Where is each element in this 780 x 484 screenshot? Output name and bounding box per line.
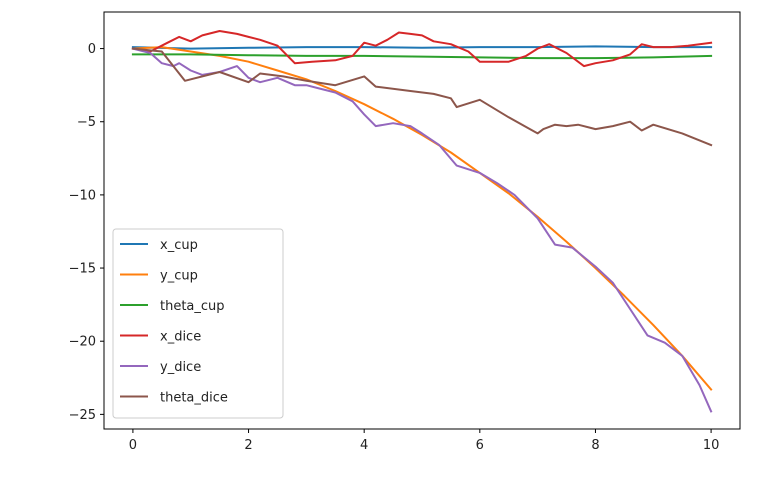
y-tick-label: −5 bbox=[77, 115, 96, 130]
legend-label-x-cup: x_cup bbox=[160, 238, 198, 253]
y-tick-label: −25 bbox=[69, 408, 96, 423]
x-tick-label: 4 bbox=[360, 438, 368, 453]
y-tick-label: −10 bbox=[69, 188, 96, 203]
y-tick-label: −15 bbox=[69, 262, 96, 277]
x-tick-label: 2 bbox=[244, 438, 252, 453]
x-tick-label: 0 bbox=[129, 438, 137, 453]
legend-label-theta-dice: theta_dice bbox=[160, 391, 228, 406]
series-line-x-cup bbox=[131, 45, 713, 50]
legend-box bbox=[112, 228, 284, 419]
plot-frame bbox=[103, 11, 741, 430]
legend-label-theta-cup: theta_cup bbox=[160, 299, 225, 314]
legend-label-x-dice: x_dice bbox=[160, 330, 201, 345]
legend-label-y-cup: y_cup bbox=[160, 269, 198, 284]
x-tick-label: 10 bbox=[703, 438, 720, 453]
y-tick-label: −20 bbox=[69, 335, 96, 350]
axes-layer: 0 2 4 6 8 10 0 −5 −10 −15 −20 −25 bbox=[69, 42, 720, 453]
legend-label-y-dice: y_dice bbox=[160, 360, 201, 375]
series-line-theta-cup bbox=[131, 53, 713, 60]
x-tick-label: 6 bbox=[476, 438, 484, 453]
series-line-x-dice bbox=[131, 30, 713, 68]
series-line-theta-dice bbox=[131, 47, 713, 147]
legend: x_cup y_cup theta_cup x_dice y_dice theta_dic… bbox=[112, 228, 284, 419]
series-layer bbox=[131, 30, 713, 413]
x-tick-label: 8 bbox=[591, 438, 599, 453]
y-tick-label: 0 bbox=[88, 42, 96, 57]
series-line-y-dice bbox=[131, 47, 713, 413]
